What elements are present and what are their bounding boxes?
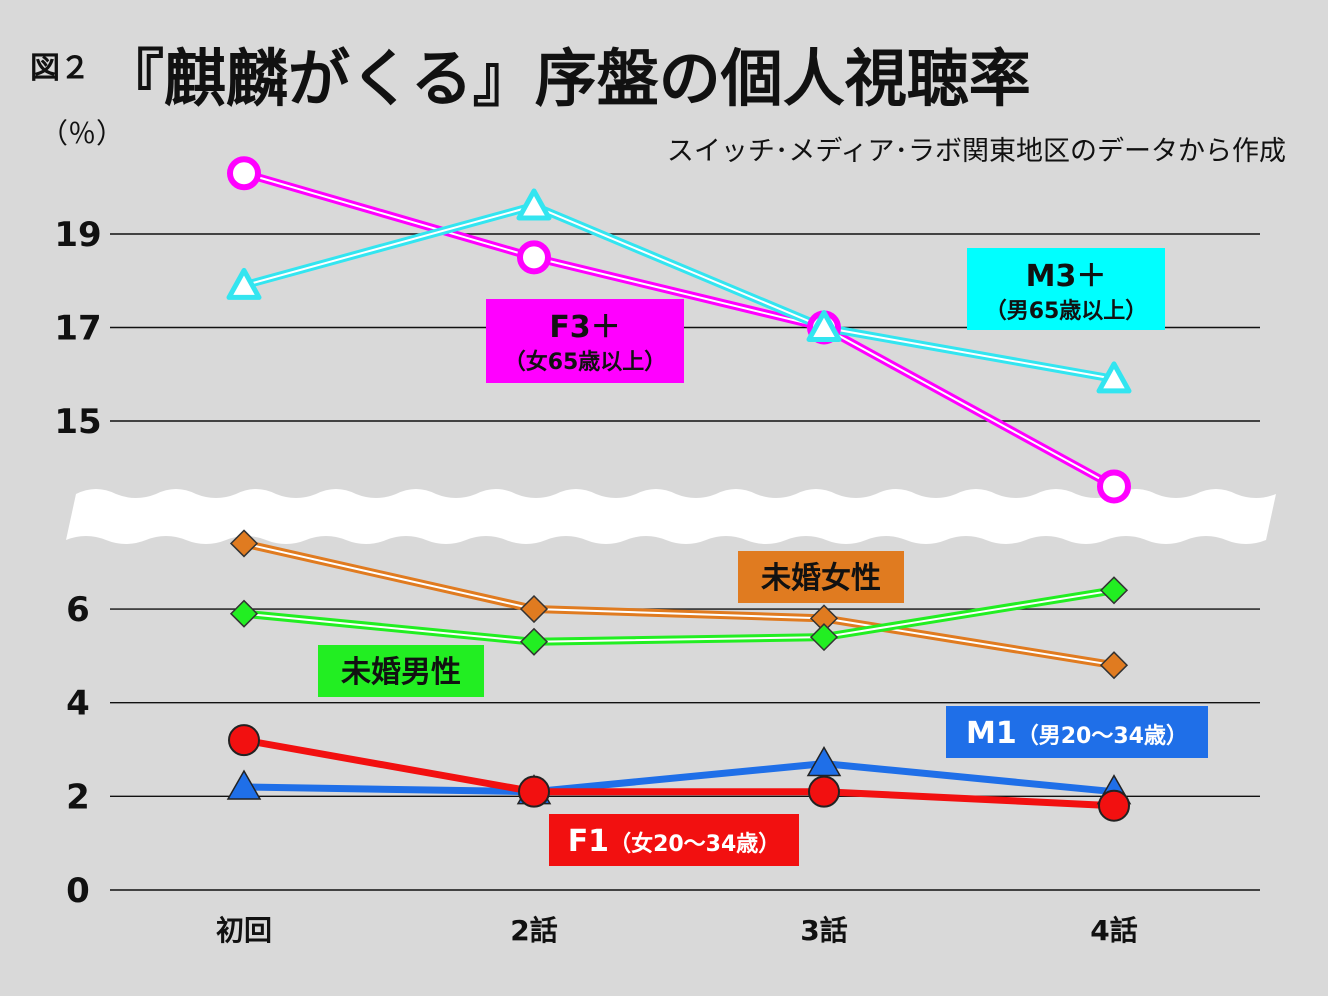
y-tick-lower-0: 0 <box>66 871 90 911</box>
series-label-box-F1 <box>549 814 799 866</box>
y-tick-lower-3: 6 <box>66 590 90 630</box>
series-label-box-UF <box>738 551 904 603</box>
y-tick-upper-1: 17 <box>54 309 101 349</box>
y-axis-unit: （％） <box>40 117 124 150</box>
y-tick-lower-2: 4 <box>66 684 90 724</box>
marker-F3-1 <box>517 240 551 275</box>
marker-M1-0 <box>226 769 262 800</box>
marker-F1-1 <box>518 775 550 808</box>
y-tick-lower-1: 2 <box>66 777 90 817</box>
y-axis-ticks: 15 17 19 0 2 4 6 <box>54 215 101 911</box>
series-label-box-M3 <box>967 248 1165 330</box>
marker-M1-2 <box>806 746 842 777</box>
marker-UM-2 <box>809 623 839 652</box>
marker-UF-0 <box>229 529 259 558</box>
chart-title: 『麒麟がくる』序盤の個人視聴率 <box>102 42 1031 115</box>
marker-M3-3 <box>1096 361 1132 394</box>
series-label-name-UF: 未婚女性 <box>761 561 881 596</box>
series-line-M1 <box>243 760 1115 796</box>
marker-F1-0 <box>228 724 260 757</box>
series-line-F1 <box>243 736 1115 810</box>
series-label-name-F1: F1（女20〜34歳） <box>568 824 781 859</box>
y-tick-upper-2: 19 <box>54 215 101 255</box>
x-axis-ticks: 初回 2話 3話 4話 <box>216 914 1138 947</box>
x-tick-1: 2話 <box>510 914 557 947</box>
series-line-inner-M3 <box>243 204 1115 380</box>
series-label-UF: 未婚女性 <box>738 551 904 603</box>
series-label-sub-F3: （女65歳以上） <box>504 349 667 375</box>
axis-break-band <box>66 489 1276 544</box>
series-line-inner-UF <box>243 542 1115 667</box>
marker-M3-2 <box>806 310 842 342</box>
series-label-name-UM: 未婚男性 <box>341 655 461 690</box>
marker-F3-0 <box>227 156 261 191</box>
marker-UM-0 <box>229 599 259 628</box>
marker-UM-1 <box>519 627 549 656</box>
series-label-UM: 未婚男性 <box>318 645 484 697</box>
series-line-inner-UM <box>243 589 1115 643</box>
series-label-M1: M1（男20〜34歳） <box>946 706 1208 758</box>
marker-M3-0 <box>226 267 262 300</box>
figure-number: 図２ <box>30 51 90 86</box>
series-label-box-M1 <box>946 706 1208 758</box>
data-source-note: スイッチ･メディア･ラボ関東地区のデータから作成 <box>667 136 1286 167</box>
marker-F3-3 <box>1097 469 1131 504</box>
series-label-name-M3: M3＋ <box>1026 259 1107 294</box>
x-tick-3: 4話 <box>1090 914 1137 947</box>
marker-UF-1 <box>519 594 549 624</box>
y-tick-upper-0: 15 <box>54 402 101 442</box>
axis-break-wave <box>66 489 1276 544</box>
x-tick-2: 3話 <box>800 914 847 947</box>
marker-F1-3 <box>1098 789 1130 822</box>
series-label-box-F3 <box>486 299 684 383</box>
x-tick-0: 初回 <box>216 914 272 947</box>
series-label-M3: M3＋ （男65歳以上） <box>967 248 1165 330</box>
series-lines <box>242 169 1116 810</box>
series-markers <box>226 156 1132 822</box>
series-label-sub-M3: （男65歳以上） <box>985 299 1148 324</box>
marker-M3-1 <box>516 188 552 221</box>
marker-UM-3 <box>1099 576 1129 605</box>
series-label-name-F3: F3＋ <box>549 310 620 345</box>
marker-UF-3 <box>1099 651 1129 680</box>
series-line-inner-F3 <box>243 172 1115 488</box>
marker-F1-2 <box>808 775 840 808</box>
series-label-F3: F3＋ （女65歳以上） <box>486 299 684 383</box>
series-label-name-M1: M1（男20〜34歳） <box>966 716 1188 751</box>
series-label-box-UM <box>318 645 484 697</box>
series-label-F1: F1（女20〜34歳） <box>549 814 799 866</box>
grid-lines <box>110 233 1260 891</box>
